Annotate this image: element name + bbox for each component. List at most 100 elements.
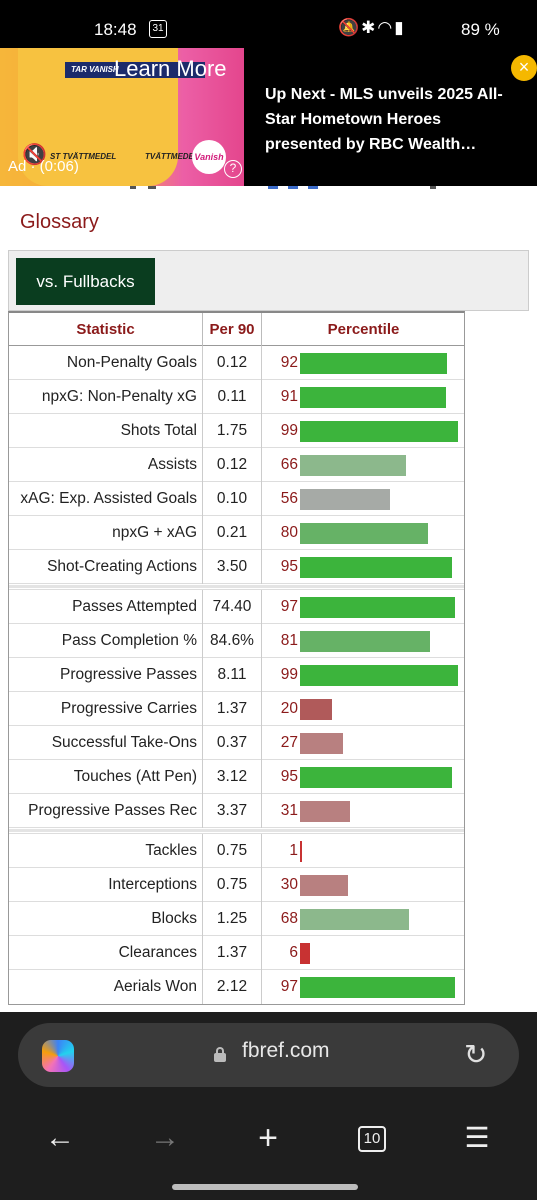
percentile-value: 1 <box>289 842 298 859</box>
tab-count-button[interactable]: 10 <box>358 1126 386 1152</box>
statistic-cell: npxG + xAG <box>112 524 197 541</box>
statistic-cell: Passes Attempted <box>72 598 197 615</box>
back-arrow-icon[interactable]: ← <box>45 1121 75 1154</box>
percentile-bar <box>300 977 455 998</box>
percentile-value: 92 <box>280 354 298 371</box>
per90-cell: 0.12 <box>202 448 261 482</box>
video-ad[interactable]: TAR VANISH Learn More ST TVÄTTMEDEL TVÄT… <box>0 48 537 186</box>
glossary-link[interactable]: Glossary <box>20 211 99 233</box>
percentile-cell: 6 <box>261 936 465 970</box>
percentile-value: 95 <box>280 768 298 785</box>
percentile-bar <box>300 387 446 408</box>
ad-product-left: ST TVÄTTMEDEL <box>50 152 117 161</box>
gesture-home-bar[interactable] <box>172 1184 358 1190</box>
statistic-cell: Progressive Carries <box>60 700 197 717</box>
table-row: Tackles 0.75 1 <box>9 834 464 868</box>
lock-icon[interactable] <box>214 1047 226 1062</box>
statistic-cell: Shots Total <box>120 422 197 439</box>
percentile-value: 91 <box>280 388 298 405</box>
statistic-cell: Tackles <box>145 842 197 859</box>
percentile-value: 95 <box>280 558 298 575</box>
per90-cell: 8.11 <box>202 658 261 692</box>
percentile-value: 99 <box>280 666 298 683</box>
header-statistic[interactable]: Statistic <box>76 321 135 338</box>
percentile-cell: 91 <box>261 380 465 414</box>
new-tab-plus-icon[interactable]: + <box>258 1119 278 1157</box>
per90-cell: 1.25 <box>202 902 261 936</box>
navigation-bar: ← → + 10 ☰ <box>0 1116 537 1160</box>
ad-timer: Ad · (0:06) <box>8 158 79 175</box>
per90-cell: 0.37 <box>202 726 261 760</box>
percentile-cell: 30 <box>261 868 465 902</box>
per90-cell: 1.37 <box>202 692 261 726</box>
per90-cell: 0.21 <box>202 516 261 550</box>
percentile-cell: 97 <box>261 970 465 1004</box>
statistic-cell: Successful Take-Ons <box>51 734 197 751</box>
percentile-value: 97 <box>280 598 298 615</box>
ad-banner: TAR VANISH <box>65 62 205 78</box>
percentile-bar <box>300 631 430 652</box>
percentile-bar <box>300 909 409 930</box>
percentile-bar <box>300 767 452 788</box>
statistic-cell: Shot-Creating Actions <box>47 558 197 575</box>
menu-icon[interactable]: ☰ <box>464 1122 490 1153</box>
learn-more-link[interactable]: Learn More <box>114 56 227 81</box>
percentile-value: 80 <box>280 524 298 541</box>
per90-cell: 3.12 <box>202 760 261 794</box>
percentile-bar <box>300 699 332 720</box>
per90-cell: 0.11 <box>202 380 261 414</box>
table-row: Clearances 1.37 6 <box>9 936 464 970</box>
percentile-cell: 81 <box>261 624 465 658</box>
vs-fullbacks-button[interactable]: vs. Fullbacks <box>16 258 155 305</box>
scouting-report-table: Statistic Per 90 Percentile Non-Penalty … <box>8 311 465 1005</box>
table-row: Aerials Won 2.12 97 <box>9 970 464 1004</box>
percentile-value: 6 <box>289 944 298 961</box>
statistic-cell: npxG: Non-Penalty xG <box>41 388 197 405</box>
percentile-cell: 68 <box>261 902 465 936</box>
table-row: Successful Take-Ons 0.37 27 <box>9 726 464 760</box>
muted-speaker-icon[interactable]: 🔇 <box>22 144 47 166</box>
per90-cell: 0.12 <box>202 346 261 380</box>
table-row: Interceptions 0.75 30 <box>9 868 464 902</box>
table-body: Non-Penalty Goals 0.12 92 npxG: Non-Penalty… <box>9 346 464 1004</box>
statistic-cell: xAG: Exp. Assisted Goals <box>20 490 197 507</box>
percentile-value: 27 <box>280 734 298 751</box>
ad-thumbnail[interactable]: TAR VANISH Learn More ST TVÄTTMEDEL TVÄT… <box>0 48 244 186</box>
per90-cell: 1.37 <box>202 936 261 970</box>
up-next-title[interactable]: Up Next - MLS unveils 2025 All-Star Home… <box>265 86 503 153</box>
percentile-cell: 99 <box>261 658 465 692</box>
percentile-cell: 66 <box>261 448 465 482</box>
statistic-cell: Aerials Won <box>113 978 197 995</box>
table-row: Shot-Creating Actions 3.50 95 <box>9 550 464 584</box>
browser-toolbar: fbref.com ↻ ← → + 10 ☰ <box>0 1012 537 1200</box>
url-text[interactable]: fbref.com <box>242 1039 330 1062</box>
percentile-bar <box>300 421 458 442</box>
percentile-value: 97 <box>280 978 298 995</box>
header-percentile[interactable]: Percentile <box>261 313 465 346</box>
table-row: npxG: Non-Penalty xG 0.11 91 <box>9 380 464 414</box>
table-row: Pass Completion % 84.6% 81 <box>9 624 464 658</box>
bluetooth-icon: ✱ <box>361 18 378 37</box>
statistic-cell: Progressive Passes <box>60 666 197 683</box>
close-ad-button[interactable]: × <box>511 55 537 81</box>
percentile-cell: 56 <box>261 482 465 516</box>
percentile-cell: 99 <box>261 414 465 448</box>
table-row: Passes Attempted 74.40 97 <box>9 590 464 624</box>
info-icon[interactable]: ? <box>224 160 242 178</box>
percentile-value: 30 <box>280 876 298 893</box>
forward-arrow-icon[interactable]: → <box>150 1121 180 1154</box>
statistic-cell: Pass Completion % <box>61 632 197 649</box>
signal-icon: ▮ <box>394 18 406 37</box>
table-header: Statistic Per 90 Percentile <box>9 313 464 346</box>
status-icons: 🔕✱◠▮ <box>338 18 406 38</box>
statistic-cell: Assists <box>147 456 197 473</box>
reload-icon[interactable]: ↻ <box>464 1039 488 1070</box>
per90-cell: 0.10 <box>202 482 261 516</box>
address-bar[interactable]: fbref.com ↻ <box>18 1023 519 1087</box>
percentile-cell: 92 <box>261 346 465 380</box>
per90-cell: 0.75 <box>202 868 261 902</box>
percentile-cell: 95 <box>261 550 465 584</box>
percentile-bar <box>300 353 447 374</box>
copilot-icon[interactable] <box>42 1040 74 1072</box>
header-per90[interactable]: Per 90 <box>202 313 261 346</box>
